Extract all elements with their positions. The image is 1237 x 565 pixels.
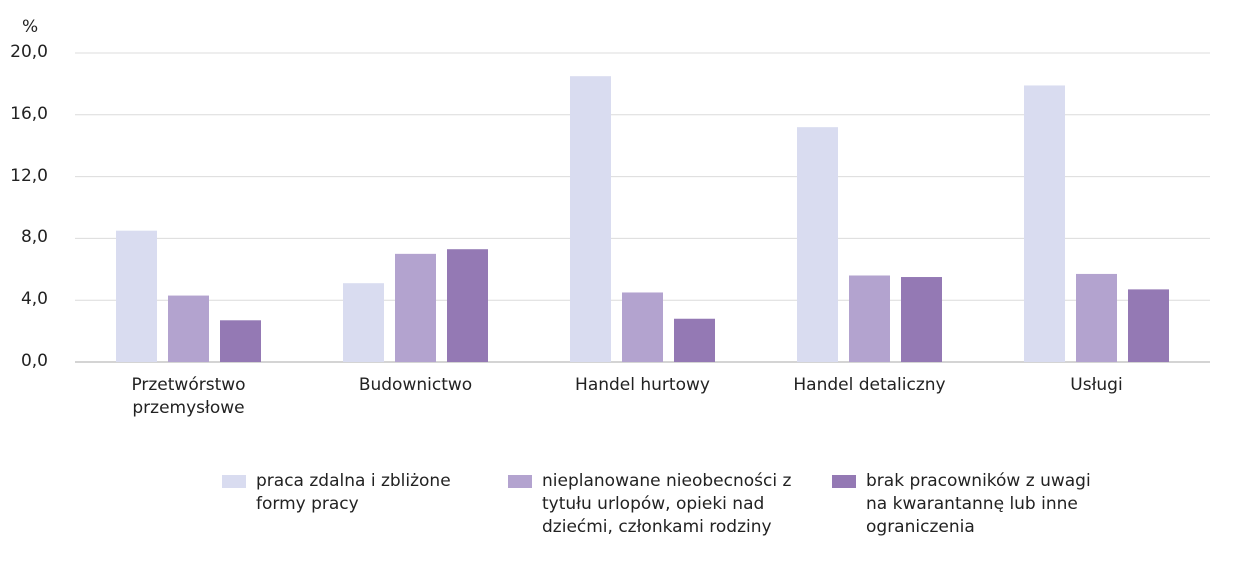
legend-item: praca zdalna i zbliżone formy pracy — [222, 470, 472, 516]
bar — [1076, 273, 1117, 362]
legend-swatch — [508, 475, 532, 488]
legend-item: brak pracowników z uwagi na kwarantannę … — [832, 470, 1092, 539]
legend-swatch — [222, 475, 246, 488]
x-tick-label: Handel detaliczny — [793, 375, 946, 395]
bar — [220, 320, 261, 362]
x-tick-label: Budownictwo — [358, 375, 473, 395]
legend-label: nieplanowane nieobecności z tytułu urlop… — [542, 471, 792, 537]
bar — [116, 230, 157, 362]
bar — [1024, 85, 1065, 362]
y-tick-label: 16,0 — [10, 103, 48, 124]
x-tick-label: Handel hurtowy — [575, 375, 710, 395]
y-tick-label: 12,0 — [10, 165, 48, 186]
legend-item: nieplanowane nieobecności z tytułu urlop… — [508, 470, 798, 539]
bar — [168, 295, 209, 362]
x-tick-label: Przetwórstwo przemysłowe — [131, 375, 246, 418]
y-tick-label: 20,0 — [10, 42, 48, 62]
bar — [622, 292, 663, 362]
x-tick-label: Usługi — [1070, 375, 1123, 395]
bar — [901, 277, 942, 362]
legend-label: praca zdalna i zbliżone formy pracy — [256, 471, 451, 514]
bar — [343, 283, 384, 362]
legend-label: brak pracowników z uwagi na kwarantannę … — [866, 471, 1091, 537]
y-tick-label: 0,0 — [20, 351, 48, 371]
bar — [395, 253, 436, 362]
bar — [849, 275, 890, 362]
legend-swatch — [832, 475, 856, 488]
bar — [797, 127, 838, 362]
bar — [674, 318, 715, 362]
y-axis-label: % — [22, 17, 39, 37]
y-tick-label: 8,0 — [20, 227, 48, 248]
bar — [447, 249, 488, 362]
bar — [570, 76, 611, 363]
y-tick-label: 4,0 — [20, 289, 48, 310]
bar — [1128, 289, 1169, 362]
